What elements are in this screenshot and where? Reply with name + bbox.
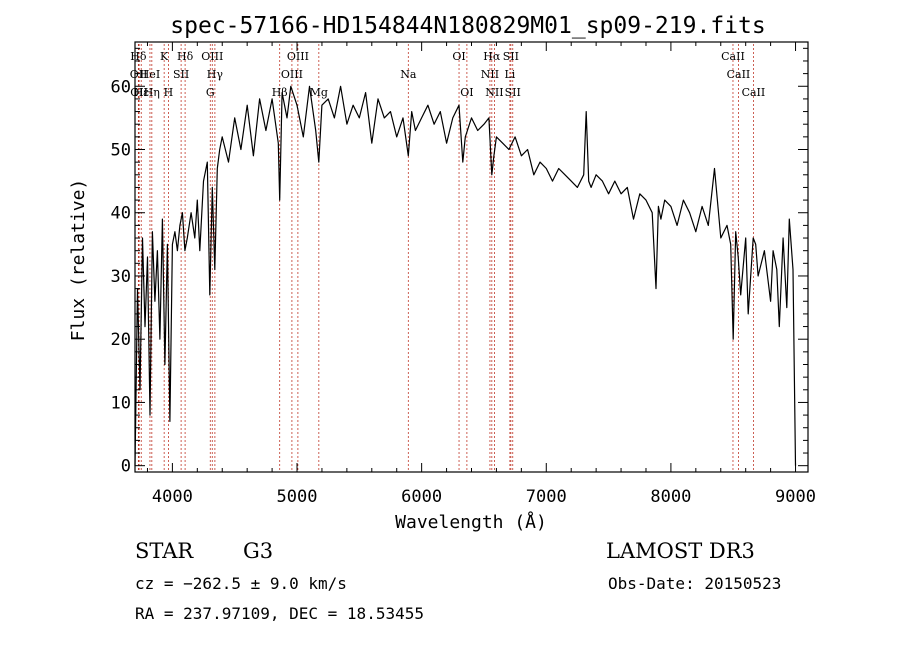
observation-date: Obs-Date: 20150523: [608, 574, 781, 593]
line-marker-label: CaII: [721, 50, 745, 63]
spectrum-line: [134, 85, 797, 466]
x-axis-label: Wavelength (Å): [395, 511, 547, 533]
y-tick-label: 30: [111, 267, 131, 287]
line-marker-label: H: [164, 86, 174, 99]
line-marker-label: Na: [400, 68, 417, 81]
redshift-velocity: cz = −262.5 ± 9.0 km/s: [135, 574, 347, 593]
line-marker-label: HeI: [140, 68, 160, 81]
line-marker-label: NII: [485, 86, 503, 99]
y-tick-label: 20: [111, 330, 131, 350]
line-marker-label: OII: [130, 68, 148, 81]
line-marker-label: Hδ: [177, 50, 194, 63]
line-marker-label: G: [206, 86, 215, 99]
line-marker-label: Hε: [134, 86, 150, 99]
line-marker-label: Hγ: [207, 68, 224, 81]
object-class: STAR: [135, 539, 194, 563]
line-marker-label: SII: [173, 68, 189, 81]
line-marker-label: K: [160, 50, 169, 63]
x-tick-label: 5000: [277, 487, 318, 507]
line-marker-label: SII: [505, 86, 521, 99]
y-tick-label: 0: [121, 457, 131, 477]
line-marker-label: Hα: [483, 50, 501, 63]
x-tick-label: 9000: [775, 487, 816, 507]
x-axis: 4000 5000 6000 7000 8000 9000: [146, 42, 816, 507]
x-tick-label: 6000: [401, 487, 442, 507]
y-axis: 0 10 20 30 40 50 60: [111, 47, 808, 477]
line-marker-label: Mg: [310, 86, 328, 99]
y-tick-label: 10: [111, 393, 131, 413]
plot-frame: [134, 41, 809, 473]
subclass: G3: [243, 539, 273, 563]
x-tick-label: 7000: [526, 487, 567, 507]
line-marker-label: Hβ: [272, 86, 288, 99]
y-tick-label: 50: [111, 141, 131, 161]
survey-name: LAMOST DR3: [606, 539, 755, 563]
line-marker-label: SII: [503, 50, 519, 63]
line-marker-label: CaII: [727, 68, 751, 81]
line-marker-label: Li: [504, 68, 515, 81]
line-marker-label: NII: [481, 68, 499, 81]
x-tick-label: 4000: [152, 487, 193, 507]
y-tick-label: 60: [111, 77, 131, 97]
line-marker-label: OIII: [281, 68, 303, 81]
coordinates: RA = 237.97109, DEC = 18.53455: [135, 604, 424, 623]
line-marker-label: OI: [460, 86, 473, 99]
chart-title: spec-57166-HD154844N180829M01_sp09-219.f…: [170, 13, 765, 39]
line-marker-label: OIII: [201, 50, 223, 63]
line-markers: [137, 44, 754, 472]
line-marker-label: OI: [452, 50, 465, 63]
x-tick-label: 8000: [650, 487, 691, 507]
line-marker-label: Hη: [144, 86, 160, 99]
line-marker-label: OIII: [287, 50, 309, 63]
y-tick-label: 40: [111, 204, 131, 224]
line-marker-label: CaII: [742, 86, 766, 99]
y-axis-label: Flux (relative): [68, 179, 89, 342]
